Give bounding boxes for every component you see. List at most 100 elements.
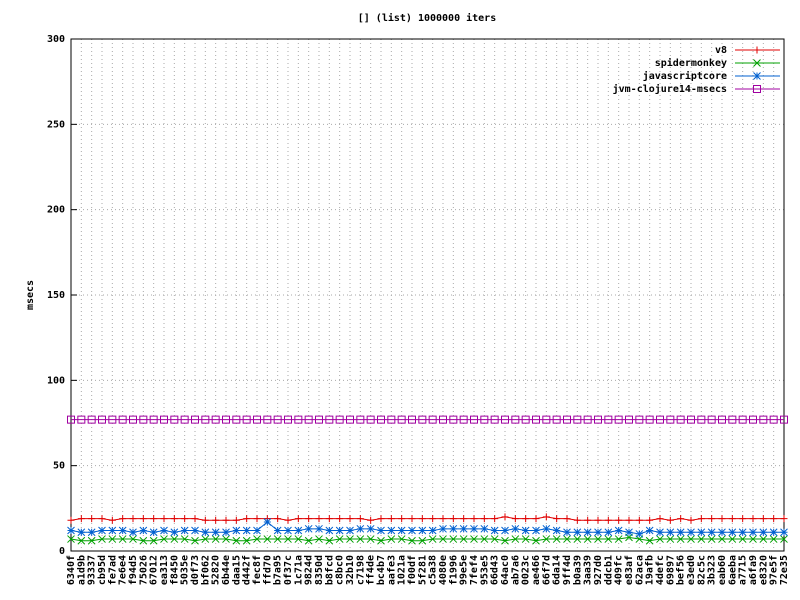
x-tick-label: 72e35 — [779, 555, 790, 585]
x-tick-label: 52820 — [211, 555, 222, 585]
y-tick-label: 100 — [47, 375, 65, 386]
y-tick-label: 50 — [53, 461, 65, 472]
marker — [180, 415, 189, 424]
marker — [119, 515, 127, 523]
marker — [160, 526, 168, 535]
marker — [211, 535, 220, 543]
marker — [377, 515, 385, 523]
marker — [377, 415, 385, 424]
marker — [263, 518, 272, 526]
marker — [573, 528, 582, 537]
marker — [728, 515, 736, 523]
x-tick-label: 6340f — [66, 555, 77, 585]
marker — [335, 526, 344, 535]
x-tick-label: f94d5 — [128, 555, 139, 585]
marker — [583, 528, 592, 537]
marker — [480, 535, 489, 543]
marker — [656, 415, 664, 424]
marker — [594, 528, 602, 537]
marker — [212, 516, 220, 524]
marker — [480, 524, 489, 533]
marker — [697, 415, 706, 424]
marker — [232, 526, 241, 535]
marker — [532, 415, 540, 424]
marker — [274, 515, 282, 523]
x-tick-label: bf062 — [200, 555, 211, 585]
x-tick-label: f00df — [407, 555, 418, 585]
marker — [645, 536, 654, 545]
marker — [67, 516, 75, 524]
marker — [490, 526, 499, 535]
marker — [749, 515, 757, 523]
marker — [470, 515, 478, 523]
marker — [759, 515, 767, 523]
legend-marker — [753, 59, 761, 67]
marker — [170, 528, 179, 537]
marker — [573, 415, 582, 424]
marker — [625, 415, 633, 424]
marker — [118, 535, 127, 543]
x-tick-label: 66f7d — [541, 555, 552, 585]
x-tick-label: 4080e — [438, 555, 449, 585]
marker — [677, 515, 685, 523]
marker — [242, 536, 251, 545]
marker — [449, 524, 458, 533]
x-tick-label: 19afb — [645, 555, 656, 585]
marker — [645, 526, 654, 535]
marker — [335, 415, 344, 424]
x-tick-label: f1996 — [448, 555, 459, 585]
x-tick-label: eab60 — [717, 555, 728, 585]
marker — [377, 536, 385, 545]
marker — [222, 535, 230, 543]
marker — [490, 415, 499, 424]
marker — [139, 526, 148, 535]
marker — [708, 515, 716, 523]
marker — [511, 415, 520, 424]
marker — [387, 526, 396, 535]
marker — [552, 535, 561, 543]
marker — [367, 516, 375, 524]
marker — [449, 515, 457, 523]
marker — [707, 415, 716, 424]
marker — [160, 415, 168, 424]
marker — [294, 515, 302, 523]
marker — [697, 528, 706, 537]
marker — [366, 415, 375, 424]
x-tick-label: 6da14 — [552, 555, 563, 585]
marker — [769, 415, 778, 424]
series-line — [70, 521, 784, 535]
marker — [149, 415, 158, 424]
marker — [180, 526, 189, 535]
marker — [418, 515, 426, 523]
marker — [356, 524, 365, 533]
x-tick-label: 7fef4 — [469, 555, 480, 585]
marker — [439, 415, 447, 424]
marker — [666, 516, 674, 524]
marker — [98, 535, 106, 543]
marker — [573, 516, 581, 524]
marker — [325, 515, 333, 523]
marker — [780, 528, 788, 537]
marker — [718, 515, 726, 523]
x-tick-label: 4defc — [655, 555, 666, 585]
x-tick-label: 1021a — [397, 555, 408, 585]
x-tick-label: 97e5f — [769, 555, 780, 585]
x-tick-label: 64ac0 — [500, 555, 511, 585]
marker — [769, 528, 778, 537]
marker — [645, 415, 654, 424]
x-tick-label: 6b44e — [221, 555, 232, 585]
x-tick-label: 69897 — [665, 555, 676, 585]
marker — [408, 515, 416, 523]
x-tick-label: daa15 — [231, 555, 242, 585]
marker — [201, 535, 210, 543]
marker — [263, 415, 272, 424]
y-tick-label: 150 — [47, 290, 65, 301]
x-tick-label: cb95d — [97, 555, 108, 585]
marker — [728, 535, 737, 543]
marker — [687, 535, 695, 543]
marker — [501, 513, 509, 521]
marker — [470, 535, 478, 543]
x-tick-label: c8bc0 — [335, 555, 346, 585]
marker — [242, 526, 251, 535]
marker — [408, 536, 416, 545]
